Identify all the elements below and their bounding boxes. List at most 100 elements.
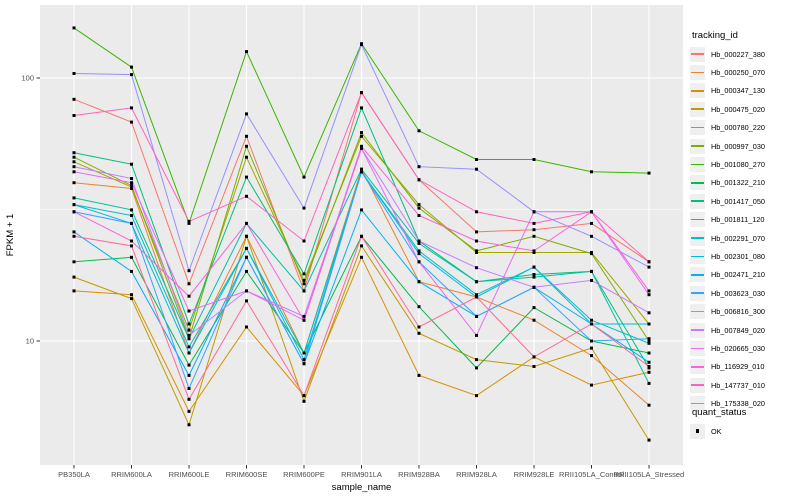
data-point — [532, 273, 536, 276]
data-point — [417, 214, 421, 217]
data-point — [360, 144, 363, 148]
data-point — [72, 181, 76, 185]
x-tick-label: RRII105LA_Stressed — [614, 470, 684, 479]
line-key-icon — [690, 340, 705, 356]
data-point — [647, 293, 651, 297]
legend-item-label: Hb_007849_020 — [711, 325, 765, 335]
data-point — [302, 314, 306, 318]
x-tick-label: RRII105LA_Control — [559, 470, 624, 479]
data-point — [187, 409, 191, 413]
data-point — [187, 333, 191, 337]
legend-quant-status: quant_status OK — [690, 407, 800, 440]
legend-item: Hb_002301_080 — [690, 247, 800, 265]
data-point — [130, 120, 133, 124]
data-point — [647, 339, 651, 343]
series-color-swatch — [691, 126, 704, 129]
line-key-icon — [690, 230, 705, 246]
legend-item: Hb_007849_020 — [690, 321, 800, 339]
legend-item: Hb_001417_050 — [690, 192, 800, 210]
data-point — [130, 162, 133, 166]
data-point — [417, 203, 421, 207]
legend-item: Hb_006816_300 — [690, 302, 800, 320]
legend-item-label: Hb_001322_210 — [711, 178, 765, 188]
data-point — [245, 269, 248, 273]
data-point — [475, 266, 478, 270]
data-point — [130, 65, 133, 69]
data-point — [187, 351, 191, 355]
data-point — [302, 282, 306, 286]
data-point — [417, 165, 421, 169]
data-point — [130, 244, 133, 248]
line-key-icon — [690, 377, 705, 393]
legend-item-label: Hb_116929_010 — [711, 362, 765, 372]
data-point — [647, 365, 651, 368]
data-point — [302, 358, 306, 362]
data-point — [302, 239, 306, 243]
data-point — [72, 160, 76, 164]
data-point — [647, 341, 651, 345]
y-tick-label: 100 — [21, 74, 34, 83]
series-color-swatch — [691, 145, 704, 147]
line-key-icon — [690, 285, 705, 301]
data-point — [647, 370, 651, 374]
data-point — [245, 246, 248, 250]
legend-item-label: OK — [711, 426, 722, 436]
data-point — [187, 397, 191, 401]
legend-item: Hb_002291_070 — [690, 229, 800, 247]
legend-item-label: Hb_175338_020 — [711, 399, 765, 409]
data-point — [302, 206, 306, 210]
data-point — [130, 221, 133, 225]
legend-item-label: Hb_002471_210 — [711, 270, 765, 280]
line-key-icon — [690, 359, 705, 375]
data-point — [647, 311, 651, 315]
data-point — [360, 167, 363, 171]
data-point — [417, 241, 421, 245]
data-point — [72, 210, 76, 214]
data-point — [360, 131, 363, 135]
legend-item-label: Hb_001811_120 — [711, 215, 765, 225]
legend-items: Hb_000227_380 Hb_000250_070 Hb_000347_130 H… — [690, 45, 800, 413]
data-point — [130, 177, 133, 180]
point-key-icon — [690, 423, 705, 439]
data-point — [590, 252, 593, 256]
data-point — [417, 252, 421, 256]
data-point — [532, 318, 536, 322]
legend-item-label: Hb_000997_030 — [711, 141, 765, 151]
legend-item-label: Hb_001080_270 — [711, 160, 765, 170]
line-key-icon — [690, 193, 705, 209]
legend-item: Hb_116929_010 — [690, 358, 800, 376]
data-point — [130, 181, 133, 185]
legend-item-ok: OK — [690, 422, 800, 440]
legend-item: Hb_001811_120 — [690, 211, 800, 229]
data-point — [360, 234, 363, 238]
data-point — [590, 346, 593, 350]
data-point — [245, 221, 248, 225]
data-point — [187, 309, 191, 313]
data-point — [475, 239, 478, 243]
x-tick-label: RRIM600LA — [111, 470, 152, 479]
data-point — [532, 355, 536, 359]
data-point — [475, 333, 478, 337]
data-point — [590, 383, 593, 387]
data-point — [130, 297, 133, 301]
data-point — [475, 251, 478, 254]
data-point — [647, 360, 651, 364]
data-point — [302, 278, 306, 282]
data-point — [187, 423, 191, 427]
legend-item-label: Hb_147737_010 — [711, 380, 765, 390]
line-key-icon — [690, 322, 705, 338]
legend-item: Hb_001080_270 — [690, 155, 800, 173]
legend-item: Hb_020665_030 — [690, 339, 800, 357]
data-point — [187, 221, 191, 225]
data-point — [72, 114, 76, 117]
data-point — [302, 289, 306, 293]
data-point — [302, 399, 306, 403]
legend-item: Hb_000227_380 — [690, 45, 800, 63]
data-point — [532, 285, 536, 289]
legend-item-label: Hb_002301_080 — [711, 251, 765, 261]
data-point — [417, 331, 421, 335]
legend-item-label: Hb_003623_030 — [711, 288, 765, 298]
data-point — [302, 272, 306, 276]
data-point — [475, 358, 478, 362]
legend-item: Hb_002471_210 — [690, 266, 800, 284]
